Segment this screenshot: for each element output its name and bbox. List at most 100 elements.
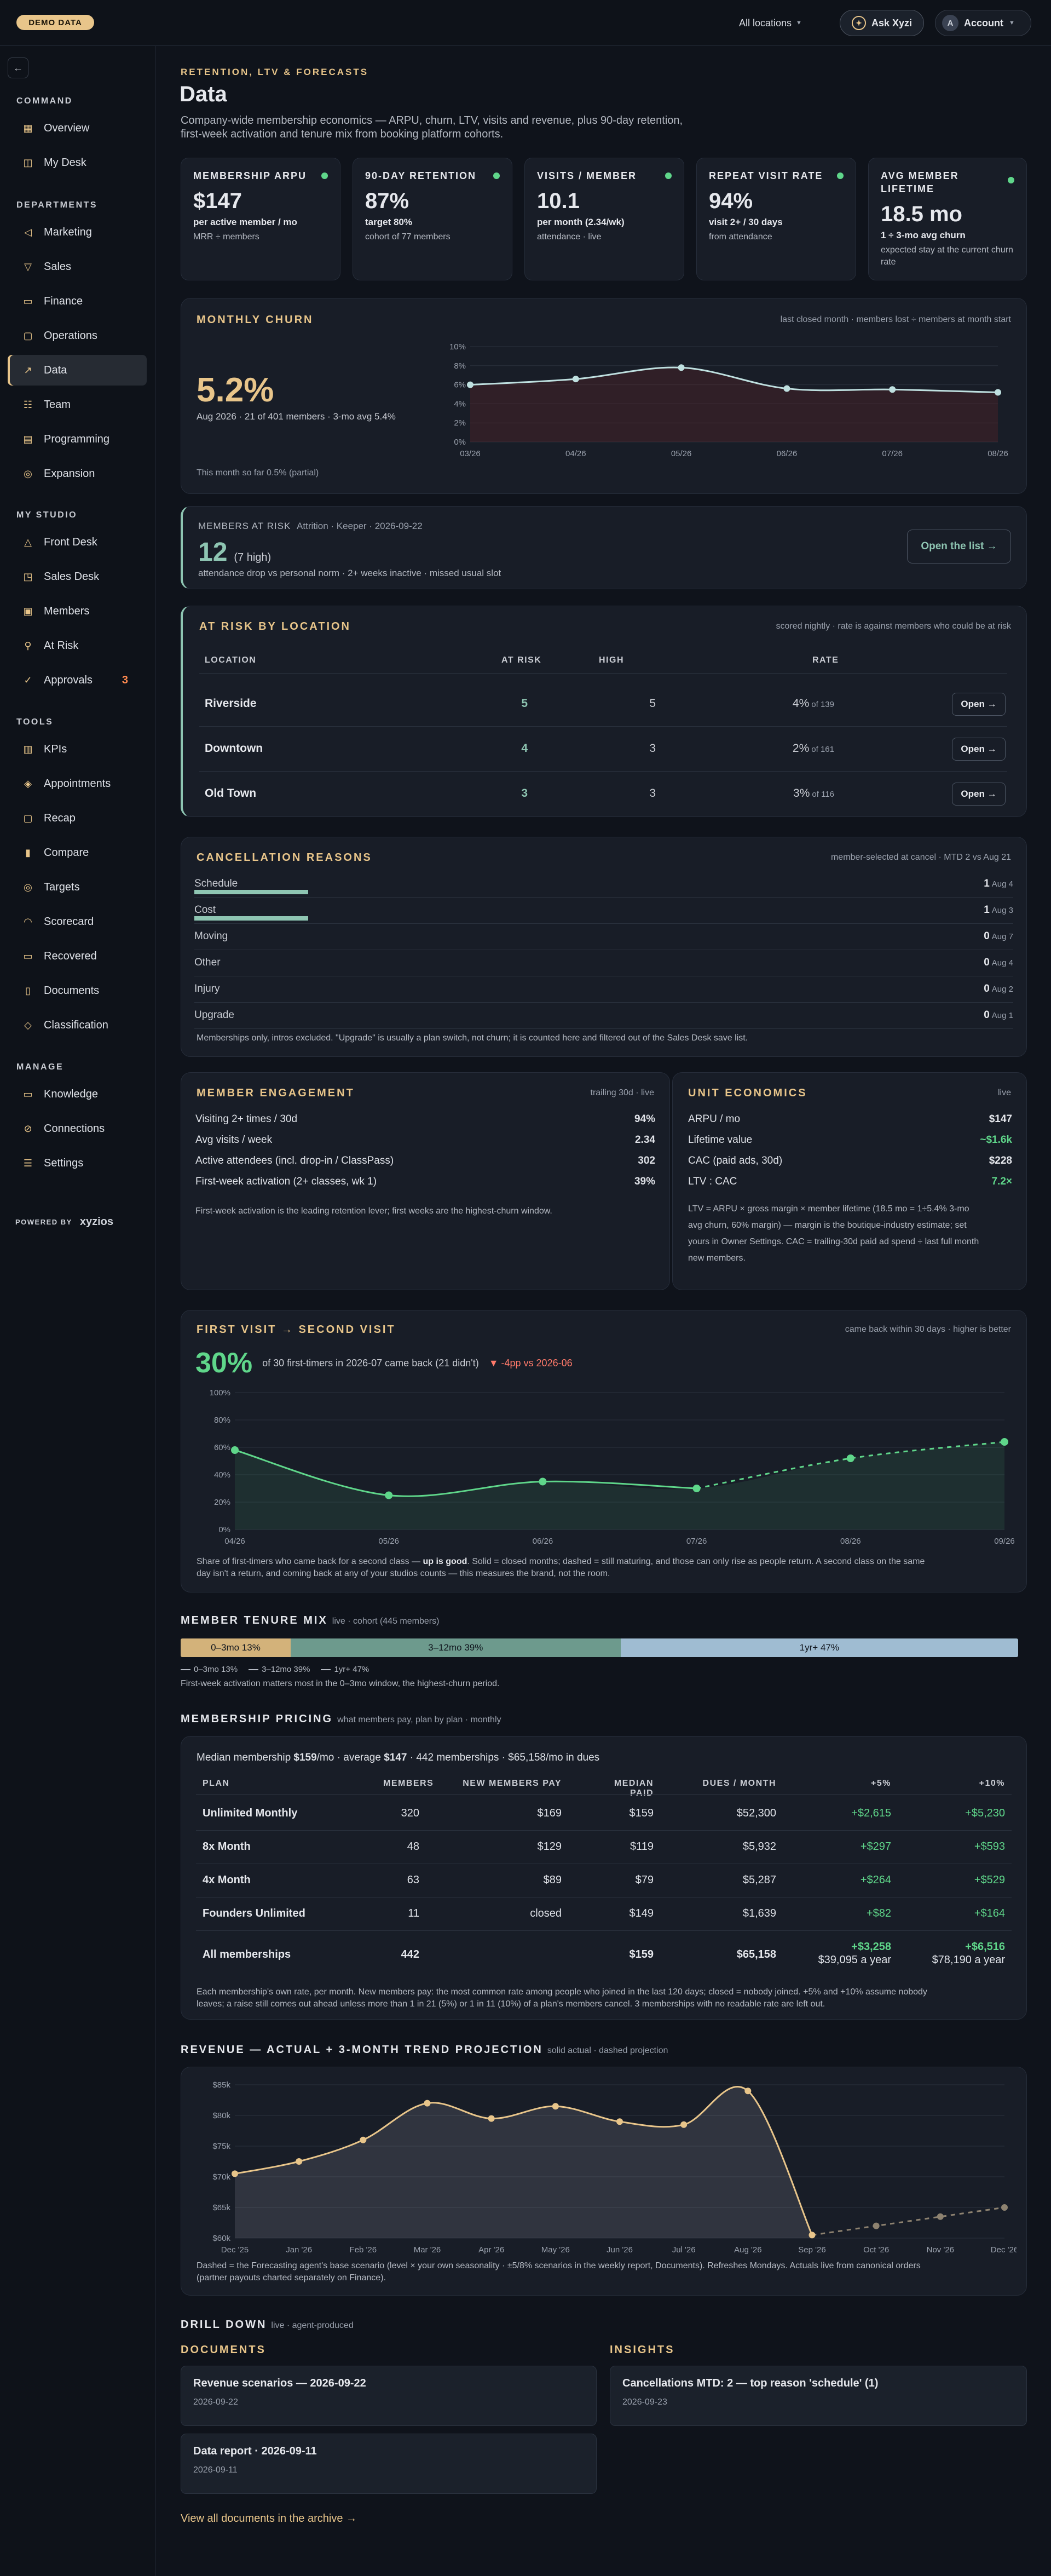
reason-row-moving: Moving 0 Aug 7 — [194, 928, 1013, 950]
open-the-list-button[interactable]: Open the list → — [907, 530, 1011, 564]
engagement-row: Avg visits / week 2.34 — [195, 1134, 655, 1155]
kpi-value: 94% — [709, 189, 753, 213]
x-tick-label: 04/26 — [224, 1537, 245, 1546]
at-risk-desc: attendance drop vs personal norm · 2+ we… — [198, 568, 501, 578]
sidebar-item-recap[interactable]: ▢ Recap — [8, 803, 147, 833]
open-location-button[interactable]: Open → — [952, 783, 1006, 806]
pricing-cell-p5: +$297 — [860, 1841, 891, 1853]
sidebar-item-programming[interactable]: ▤ Programming — [8, 424, 147, 455]
churn-title: MONTHLY CHURN — [197, 314, 314, 326]
reason-value: 0 Aug 2 — [984, 983, 1013, 994]
sidebar-item-knowledge[interactable]: ▭ Knowledge — [8, 1079, 147, 1109]
location-name: Downtown — [205, 742, 263, 755]
sidebar-item-label: Recap — [44, 812, 76, 824]
pricing-card: Median membership $159/mo · average $147… — [181, 1736, 1027, 2020]
sidebar-item-finance[interactable]: ▭ Finance — [8, 286, 147, 317]
sidebar-heading-tools: TOOLS — [16, 717, 54, 727]
pricing-total-yearly: $39,095 a year — [818, 1954, 891, 1966]
status-dot — [665, 173, 672, 179]
sidebar-item-at-risk[interactable]: ⚲ At Risk — [8, 630, 147, 661]
engagement-value: 94% — [634, 1113, 655, 1125]
unit-row: Lifetime value ~$1.6k — [688, 1134, 1012, 1155]
engagement-row: First-week activation (2+ classes, wk 1)… — [195, 1176, 655, 1197]
sidebar-item-targets[interactable]: ◎ Targets — [8, 872, 147, 902]
sidebar-item-documents[interactable]: ▯ Documents — [8, 975, 147, 1006]
engagement-value: 2.34 — [635, 1134, 655, 1146]
engagement-row: Active attendees (incl. drop-in / ClassP… — [195, 1155, 655, 1176]
collapse-sidebar-button[interactable]: ← — [8, 58, 28, 78]
unit-note: live — [997, 1088, 1011, 1097]
archive-link[interactable]: View all documents in the archive → — [181, 2512, 357, 2525]
pricing-cell-newpay: $89 — [543, 1874, 562, 1886]
tenure-segment-0-3mo-13: 0–3mo 13% — [181, 1638, 291, 1657]
sidebar-item-label: Classification — [44, 1019, 108, 1031]
x-tick-label: May '26 — [541, 2245, 570, 2255]
sidebar-item-classification[interactable]: ◇ Classification — [8, 1010, 147, 1040]
location-row: Downtown 4 3 2% of 161 Open → — [199, 727, 1007, 772]
kpi-title: VISITS / MEMBER — [537, 170, 637, 181]
sidebar-item-team[interactable]: ☷ Team — [8, 389, 147, 420]
pricing-col-header: MEMBERS — [383, 1779, 434, 1788]
revenue-foot: Dashed = the Forecasting agent's base sc… — [197, 2261, 921, 2282]
open-location-button[interactable]: Open → — [952, 693, 1006, 716]
location-selector[interactable]: All locations ▼ — [739, 14, 802, 32]
sidebar-item-connections[interactable]: ⊘ Connections — [8, 1113, 147, 1144]
sidebar-item-kpis[interactable]: ▥ KPIs — [8, 734, 147, 764]
sidebar-item-operations[interactable]: ▢ Operations — [8, 320, 147, 351]
sidebar-item-label: Connections — [44, 1122, 105, 1135]
x-tick-label: Dec '26 — [991, 2245, 1017, 2255]
insight-card[interactable]: Cancellations MTD: 2 — top reason 'sched… — [610, 2366, 1027, 2426]
sidebar-item-scorecard[interactable]: ◠ Scorecard — [8, 906, 147, 937]
reason-name: Moving — [194, 930, 228, 942]
sidebar-item-label: Expansion — [44, 467, 95, 480]
sidebar-item-overview[interactable]: ▦ Overview — [8, 113, 147, 143]
overview-icon: ▦ — [23, 122, 33, 134]
sidebar-heading-manage: MANAGE — [16, 1062, 64, 1072]
engagement-value: 39% — [634, 1176, 655, 1187]
sidebar-item-label: Sales Desk — [44, 570, 100, 583]
location-note: scored nightly · rate is against members… — [776, 622, 1011, 631]
sidebar-item-appointments[interactable]: ◈ Appointments — [8, 768, 147, 799]
engagement-row: Visiting 2+ times / 30d 94% — [195, 1113, 655, 1134]
y-tick-label: 0% — [218, 1525, 230, 1534]
sidebar-item-my-desk[interactable]: ◫ My Desk — [8, 147, 147, 178]
sidebar-item-approvals[interactable]: ✓ Approvals 3 — [8, 665, 147, 695]
document-card[interactable]: Revenue scenarios — 2026-09-22 2026-09-2… — [181, 2366, 597, 2426]
sidebar-item-data[interactable]: ↗ Data — [8, 355, 147, 386]
kpi-value: 18.5 mo — [881, 202, 962, 226]
ask-xyzi-button[interactable]: ✦ Ask Xyzi — [840, 10, 924, 36]
sidebar-item-expansion[interactable]: ◎ Expansion — [8, 458, 147, 489]
data-point — [1001, 2204, 1008, 2211]
sidebar-item-label: My Desk — [44, 156, 86, 169]
sidebar-item-compare[interactable]: ▮ Compare — [8, 837, 147, 868]
sidebar-item-label: Members — [44, 605, 90, 617]
account-menu[interactable]: A Account ▼ — [935, 10, 1031, 36]
kpi-card-membership-arpu: MEMBERSHIP ARPU $147 per active member / m… — [181, 158, 340, 280]
status-dot — [837, 173, 844, 179]
pricing-col-header: NEW MEMBERS PAY — [463, 1779, 562, 1788]
series-line — [234, 1449, 697, 1497]
y-tick-label: 2% — [454, 418, 466, 428]
y-tick-label: 20% — [214, 1498, 230, 1507]
x-tick-label: Dec '25 — [221, 2245, 249, 2255]
appointments-icon: ◈ — [24, 778, 32, 789]
sidebar-item-sales-desk[interactable]: ◳ Sales Desk — [8, 561, 147, 592]
sidebar-item-recovered[interactable]: ▭ Recovered — [8, 941, 147, 971]
legend-swatch — [249, 1669, 259, 1670]
first-visit-value: 30% — [195, 1347, 253, 1379]
kpi-subtitle: 1 ÷ 3-mo avg churn — [881, 230, 966, 240]
sidebar-item-settings[interactable]: ☰ Settings — [8, 1148, 147, 1178]
y-tick-label: $60k — [212, 2234, 230, 2243]
sidebar-item-marketing[interactable]: ◁ Marketing — [8, 217, 147, 248]
kpi-value: $147 — [193, 189, 242, 213]
document-card[interactable]: Data report · 2026-09-11 2026-09-11 — [181, 2434, 597, 2494]
tenure-segment-3-12mo-39: 3–12mo 39% — [290, 1638, 621, 1657]
sidebar-item-members[interactable]: ▣ Members — [8, 596, 147, 626]
document-date: 2026-09-11 — [193, 2465, 238, 2475]
open-location-button[interactable]: Open → — [952, 738, 1006, 761]
y-tick-label: 4% — [454, 399, 466, 409]
page-title: Data — [180, 82, 227, 106]
sidebar-item-front-desk[interactable]: △ Front Desk — [8, 527, 147, 557]
data-point — [385, 1491, 393, 1499]
sidebar-item-sales[interactable]: ▽ Sales — [8, 251, 147, 282]
